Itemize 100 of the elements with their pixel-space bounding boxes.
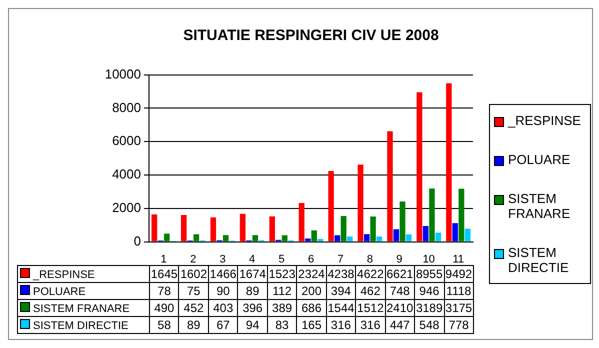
data-label: 462 (356, 282, 386, 300)
data-label: 78 (150, 282, 179, 300)
bar (334, 235, 340, 242)
bar (269, 216, 275, 242)
y-tick-label: 2000 (112, 200, 141, 215)
text: POLUARE (33, 286, 86, 298)
legend-label: SISTEM FRANARE (508, 191, 572, 221)
bar (152, 214, 158, 242)
bar (180, 215, 187, 242)
y-tick-label: 8000 (112, 100, 141, 115)
bar (370, 216, 376, 242)
bar (464, 228, 470, 242)
legend-label: _RESPINSE (508, 113, 581, 128)
bar (311, 230, 317, 242)
data-label: 165 (296, 316, 326, 334)
bar (416, 92, 422, 242)
data-label: 389 (267, 300, 297, 316)
y-tick-label: 0 (134, 233, 141, 248)
data-label: 1645 (150, 266, 179, 282)
data-label: 2410 (385, 300, 415, 316)
data-label: 67 (208, 316, 238, 334)
x-tick-label: 9 (396, 253, 402, 266)
data-label: 8955 (414, 266, 444, 282)
bar (422, 226, 429, 242)
bar (406, 234, 412, 242)
data-label: 452 (178, 300, 208, 316)
bar (222, 235, 229, 242)
bar (446, 83, 452, 242)
bar (305, 238, 311, 242)
bar (328, 171, 334, 242)
data-label: 89 (178, 316, 208, 334)
data-label: 1118 (444, 282, 474, 300)
text: SISTEM FRANARE (33, 302, 130, 314)
bar (400, 202, 406, 242)
y-tick-label: 6000 (112, 133, 141, 148)
legend-label: SISTEM DIRECTIE (508, 245, 570, 275)
data-label: 403 (208, 300, 238, 316)
bar (340, 216, 346, 242)
bar (282, 235, 288, 242)
data-label: 316 (326, 316, 356, 334)
data-label: 4238 (326, 266, 356, 282)
x-tick-label: 1 (160, 253, 167, 266)
data-label: 9492 (444, 266, 474, 282)
x-tick-label: 8 (366, 253, 373, 266)
x-tick-label: 4 (249, 253, 256, 266)
x-tick-label: 7 (337, 253, 344, 266)
y-tick-label: 10000 (104, 66, 141, 82)
data-label: 748 (385, 282, 415, 300)
bar (298, 202, 304, 242)
data-label: 778 (444, 316, 474, 334)
data-label: 396 (238, 300, 268, 316)
data-label: 112 (267, 282, 297, 300)
bar (240, 214, 246, 242)
bar (193, 234, 200, 242)
bar (376, 236, 382, 242)
chart-title: SITUATIE RESPINGERI CIV UE 2008 (182, 27, 440, 44)
bar (210, 217, 216, 242)
data-label: 1523 (267, 266, 297, 282)
bar (452, 223, 458, 242)
data-label: 200 (296, 282, 326, 300)
bar (429, 188, 435, 242)
data-label: 1466 (208, 266, 238, 282)
x-tick-label: 10 (422, 253, 435, 266)
text: _RESPINSE (33, 268, 95, 280)
data-label: 4622 (356, 266, 386, 282)
data-label: 686 (296, 300, 326, 316)
bar (387, 131, 393, 242)
x-tick-label: 6 (308, 253, 314, 266)
bar (364, 234, 370, 242)
bar (393, 229, 400, 242)
data-label: 89 (238, 282, 268, 300)
data-label: 946 (414, 282, 444, 300)
data-label: 316 (356, 316, 386, 334)
legend-label: POLUARE (508, 152, 570, 167)
data-label: 2324 (296, 266, 326, 282)
data-label: 6621 (385, 266, 415, 282)
data-label: 1674 (238, 266, 268, 282)
text: SISTEM DIRECTIE (33, 320, 128, 332)
y-tick-label: 4000 (112, 166, 141, 182)
bar (347, 236, 353, 242)
data-label: 3189 (414, 300, 444, 316)
data-label: 1512 (356, 300, 386, 316)
data-label: 58 (150, 316, 179, 334)
data-label: 447 (385, 316, 415, 334)
data-label: 83 (267, 316, 297, 334)
bar (252, 235, 258, 242)
bar (358, 164, 364, 242)
x-tick-label: 3 (220, 253, 226, 266)
bar (458, 188, 464, 242)
x-tick-label: 2 (190, 253, 196, 266)
bar (435, 232, 442, 242)
data-label: 3175 (444, 300, 474, 316)
data-label: 1602 (178, 266, 208, 282)
data-label: 394 (326, 282, 356, 300)
data-label: 1544 (326, 300, 356, 316)
data-label: 548 (414, 316, 444, 334)
data-label: 75 (178, 282, 208, 300)
bar (164, 234, 170, 242)
x-tick-label: 11 (452, 253, 464, 266)
x-tick-label: 5 (278, 253, 285, 266)
